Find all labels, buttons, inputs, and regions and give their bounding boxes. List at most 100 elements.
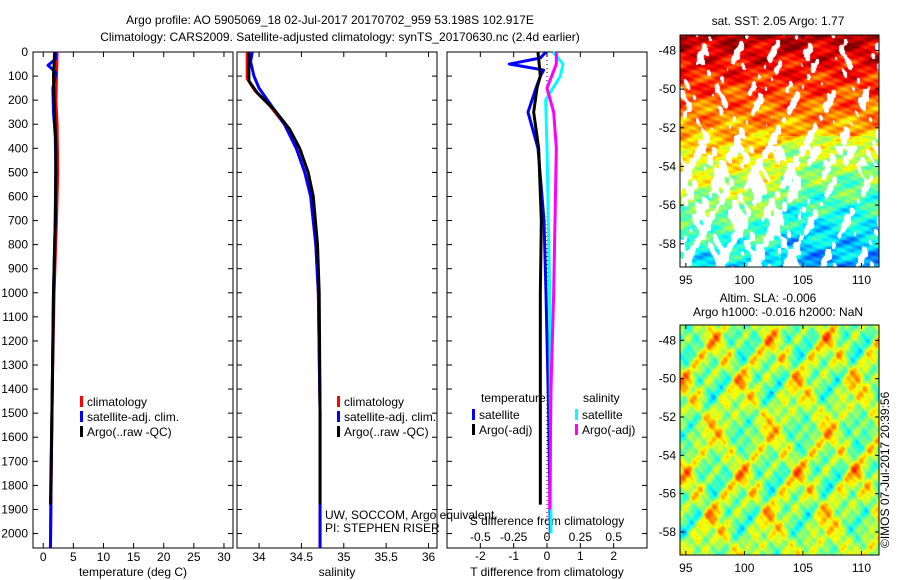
y-tick-label: 900 [8, 262, 28, 276]
y-tick-label: 100 [8, 69, 28, 83]
map-y-tick-label: -54 [659, 448, 677, 462]
map-y-tick-label: -52 [659, 410, 677, 424]
sla-map-subtitle: Argo h1000: -0.016 h2000: NaN [693, 305, 863, 319]
x-tick-label: 5 [70, 550, 77, 564]
map-x-tick-label: 110 [852, 561, 871, 575]
annotation-institution: UW, SOCCOM, Argo equivalent [325, 508, 495, 522]
map-x-tick-label: 110 [852, 273, 871, 287]
y-tick-label: 200 [8, 93, 28, 107]
series-line-s-argo-adj- [545, 52, 558, 510]
y-tick-label: 1900 [1, 502, 28, 516]
y-tick-label: 300 [8, 117, 28, 131]
y-tick-label: 400 [8, 141, 28, 155]
series-line-t-argo-adj- [532, 51, 543, 505]
title-line1: Argo profile: AO 5905069_18 02-Jul-2017 … [126, 13, 534, 27]
y-tick-label: 1300 [1, 358, 28, 372]
plot-frame [32, 51, 234, 549]
x-tick-label: 20 [157, 550, 171, 564]
x-axis-label: T difference from climatology [470, 565, 624, 579]
y-tick-label: 800 [8, 238, 28, 252]
map-x-tick-label: 95 [679, 561, 693, 575]
x2-tick-label: 0.5 [605, 530, 622, 544]
y-tick-label: 1400 [1, 382, 28, 396]
x2-tick-label: 0.25 [569, 530, 593, 544]
legend-label: satellite-adj. clim. [344, 410, 436, 424]
x-tick-label: 2 [610, 549, 617, 563]
legend-label: satellite [479, 408, 520, 422]
x-axis-label: salinity [319, 565, 356, 579]
map-y-tick-label: -50 [659, 372, 677, 386]
map-y-tick-label: -52 [659, 121, 677, 135]
sla-map-image [680, 325, 879, 555]
legend-swatch [80, 426, 83, 437]
legend-label: satellite [582, 408, 623, 422]
legend-label: climatology [87, 395, 147, 409]
legend-label: satellite-adj. clim. [87, 410, 179, 424]
map-y-tick-label: -58 [659, 525, 677, 539]
y-tick-label: 1200 [1, 334, 28, 348]
y-tick-label: 600 [8, 189, 28, 203]
legend-label: Argo(..raw -QC) [344, 425, 429, 439]
map-x-tick-label: 95 [679, 273, 693, 287]
x-tick-label: 10 [97, 550, 111, 564]
map-x-tick-label: 105 [793, 561, 813, 575]
legend-label: climatology [344, 395, 404, 409]
y-tick-label: 0 [21, 45, 28, 59]
legend-swatch [575, 409, 578, 420]
series-line-argo-raw-qc- [48, 51, 58, 505]
x-tick-label: 1 [577, 549, 584, 563]
x-tick-label: 15 [127, 550, 141, 564]
x-tick-label: 36 [422, 550, 436, 564]
map-x-tick-label: 100 [734, 273, 754, 287]
map-y-tick-label: -48 [659, 333, 677, 347]
x2-tick-label: -0.5 [470, 530, 491, 544]
annotation-pi: PI: STEPHEN RISER [325, 521, 440, 535]
sst-map-image [680, 35, 879, 267]
legend-swatch [472, 424, 475, 435]
x-tick-label: 35.5 [374, 550, 398, 564]
x-tick-label: -1 [508, 549, 519, 563]
x-tick-label: 35 [337, 550, 351, 564]
map-y-tick-label: -50 [659, 82, 677, 96]
map-y-tick-label: -58 [659, 237, 677, 251]
imos-watermark: ©IMOS 07-Jul-2017 20:39:56 [878, 391, 892, 548]
x-tick-label: 0 [40, 550, 47, 564]
map-frame [679, 324, 880, 556]
x-tick-label: 30 [217, 550, 231, 564]
map-frame [679, 34, 880, 268]
x-tick-label: -2 [475, 549, 486, 563]
x-tick-label: 25 [187, 550, 201, 564]
legend-header: temperature [481, 391, 546, 405]
series-line-climatology [245, 52, 322, 548]
legend-label: Argo(..raw -QC) [87, 425, 172, 439]
series-line-s-satellite [544, 51, 565, 534]
map-x-tick-label: 105 [793, 273, 813, 287]
x2-tick-label: 0 [544, 530, 551, 544]
legend-swatch [337, 426, 340, 437]
legend-swatch [472, 409, 475, 420]
y-tick-label: 1800 [1, 478, 28, 492]
legend-header: salinity [583, 391, 620, 405]
x2-tick-label: -0.25 [500, 530, 528, 544]
legend-swatch [80, 396, 83, 407]
legend-swatch [80, 411, 83, 422]
y-tick-label: 2000 [1, 527, 28, 541]
y-tick-label: 1100 [2, 310, 28, 324]
legend-swatch [337, 411, 340, 422]
legend-swatch [575, 424, 578, 435]
plot-frame [236, 51, 438, 549]
x-tick-label: 0 [544, 549, 551, 563]
y-tick-label: 1500 [1, 406, 28, 420]
y-tick-label: 1000 [1, 286, 28, 300]
sst-map-title: sat. SST: 2.05 Argo: 1.77 [712, 14, 845, 28]
map-y-tick-label: -56 [659, 198, 677, 212]
y-tick-label: 700 [8, 214, 28, 228]
x-tick-label: 34.5 [290, 550, 314, 564]
sla-map-title: Altim. SLA: -0.006 [720, 291, 817, 305]
legend-label: Argo(-adj) [582, 423, 635, 437]
map-y-tick-label: -54 [659, 159, 677, 173]
legend-label: Argo(-adj) [479, 423, 532, 437]
series-line-t-satellite [507, 50, 552, 534]
